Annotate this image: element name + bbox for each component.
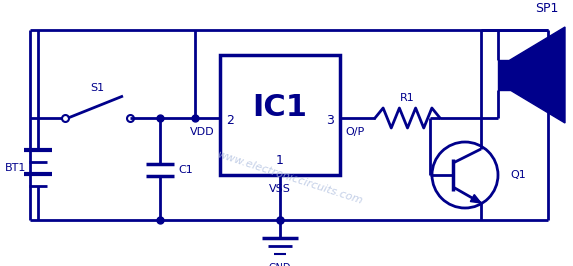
Text: VDD: VDD bbox=[190, 127, 215, 137]
Bar bbox=[220, 55, 340, 175]
Text: S1: S1 bbox=[90, 83, 104, 93]
Polygon shape bbox=[510, 27, 565, 123]
Bar bbox=[498, 60, 510, 90]
Text: www.electroniccircuits.com: www.electroniccircuits.com bbox=[216, 150, 364, 206]
Text: 2: 2 bbox=[226, 114, 234, 127]
Polygon shape bbox=[470, 194, 481, 203]
Text: R1: R1 bbox=[399, 93, 414, 103]
Text: O/P: O/P bbox=[345, 127, 364, 137]
Text: SP1: SP1 bbox=[535, 2, 559, 15]
Text: VSS: VSS bbox=[269, 184, 291, 194]
Text: 1: 1 bbox=[276, 153, 284, 167]
Text: GND: GND bbox=[269, 263, 291, 266]
Text: C1: C1 bbox=[178, 165, 193, 175]
Text: IC1: IC1 bbox=[253, 93, 308, 122]
Text: 3: 3 bbox=[326, 114, 334, 127]
Text: Q1: Q1 bbox=[510, 170, 526, 180]
Text: BT1: BT1 bbox=[5, 163, 27, 173]
